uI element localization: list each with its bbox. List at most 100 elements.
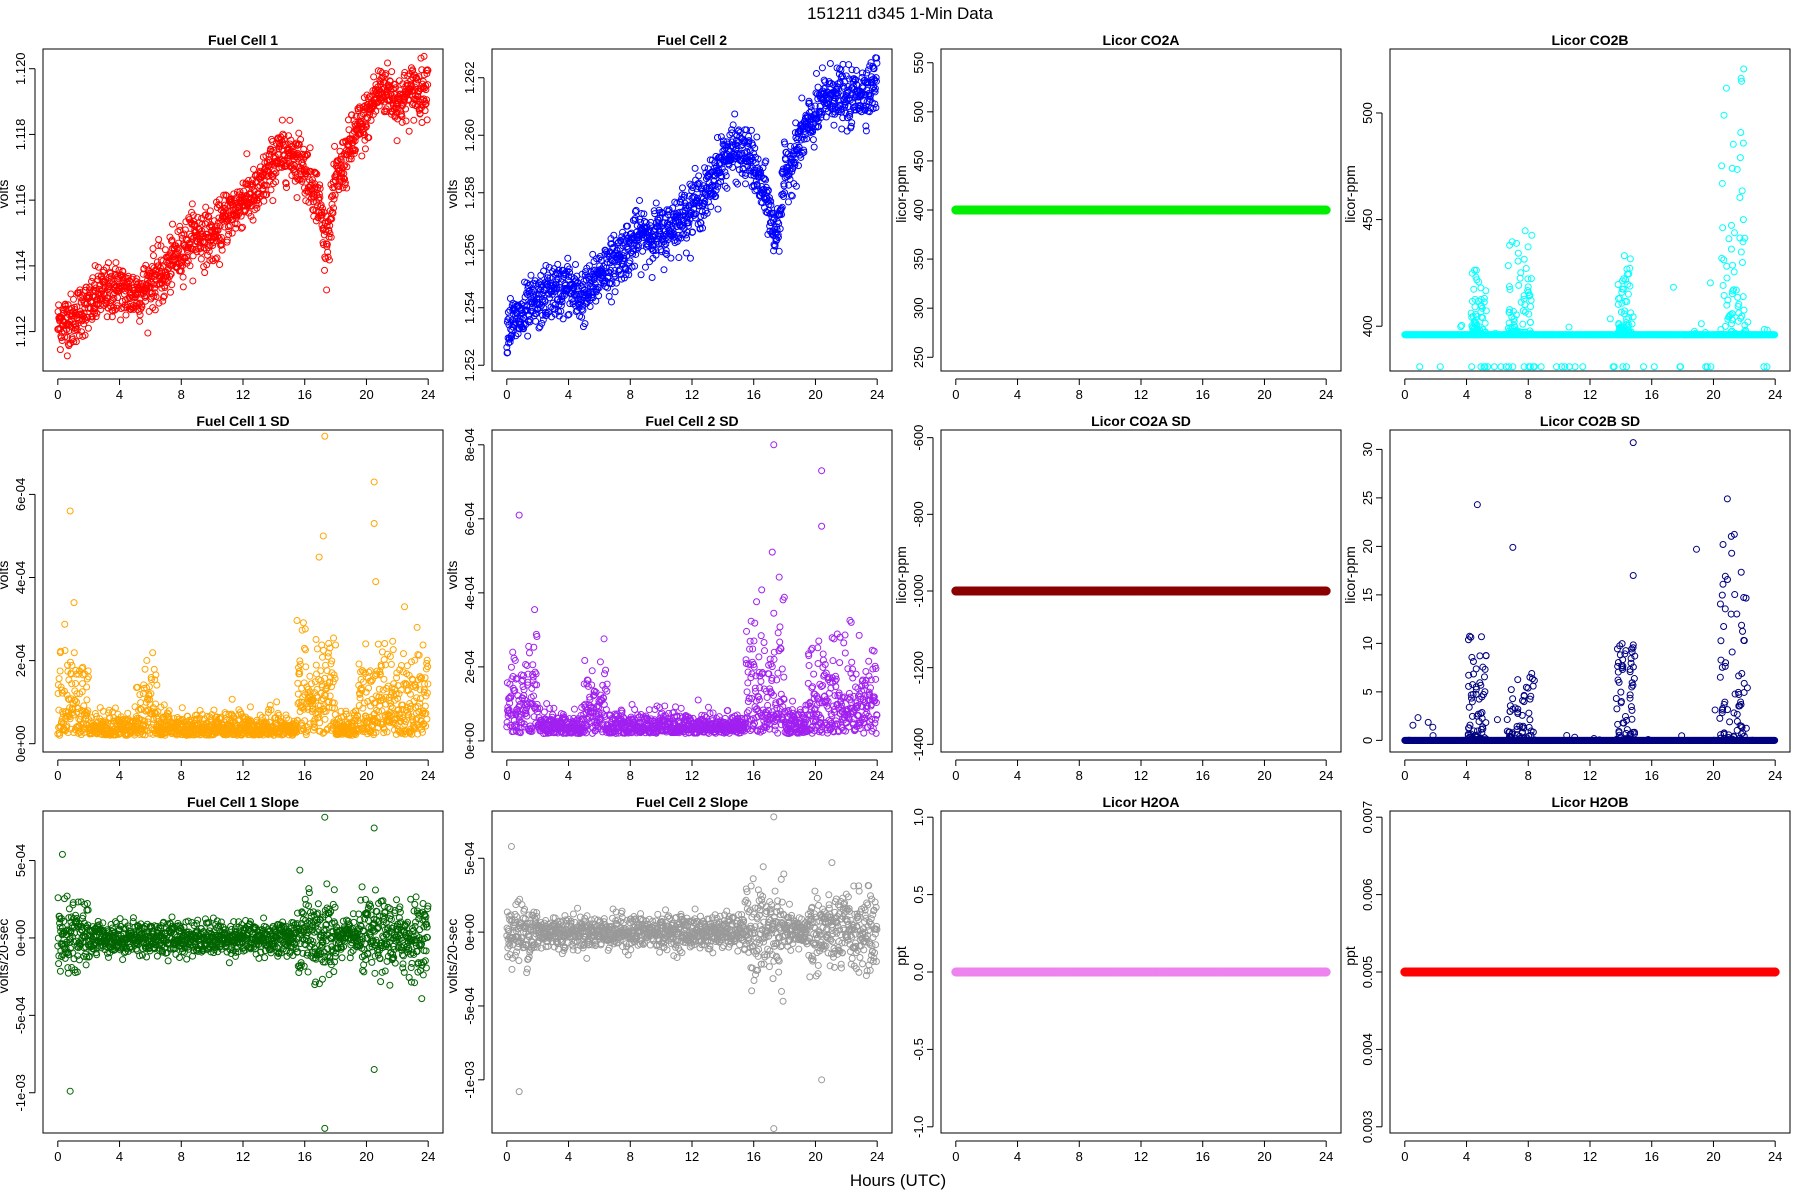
data-point (1517, 269, 1525, 277)
data-point (805, 99, 813, 107)
plot-frame (940, 48, 1342, 372)
data-point (398, 101, 406, 109)
data-point (1739, 238, 1747, 246)
data-point (578, 305, 586, 313)
data-point (335, 186, 343, 194)
data-point (780, 193, 788, 200)
data-point (1614, 300, 1622, 308)
data-point (1703, 363, 1711, 371)
data-point (1738, 187, 1746, 195)
x-tick-label: 4 (116, 768, 123, 783)
data-point (372, 107, 380, 115)
data-point (291, 162, 299, 170)
data-point (717, 172, 725, 180)
x-tick-label: 16 (1644, 387, 1658, 402)
data-point (1623, 265, 1631, 273)
data-point (152, 293, 160, 301)
y-axis-label: licor-ppm (1342, 165, 1358, 223)
data-point (55, 706, 63, 714)
data-point (55, 675, 63, 683)
data-point (1677, 363, 1685, 371)
plot-frame (42, 48, 444, 372)
data-point (678, 184, 686, 192)
data-point (514, 330, 522, 338)
data-point (658, 208, 666, 216)
data-points (503, 54, 881, 357)
data-point (794, 162, 802, 170)
data-point (189, 277, 197, 285)
data-point (63, 722, 71, 730)
x-tick-label: 8 (627, 387, 634, 402)
data-point (1744, 318, 1752, 326)
data-point (1526, 318, 1534, 326)
x-tick-label: 16 (1195, 387, 1209, 402)
data-point (313, 170, 321, 178)
data-point (784, 198, 792, 206)
data-point (57, 647, 65, 655)
data-point (1470, 324, 1478, 332)
data-point (151, 306, 159, 314)
data-point (625, 271, 633, 279)
data-point (1725, 312, 1733, 320)
y-axis-label: licor-ppm (893, 165, 909, 223)
data-point (797, 153, 805, 161)
data-point (1724, 296, 1732, 304)
data-point (78, 688, 86, 696)
data-point (72, 338, 80, 346)
data-point (662, 249, 670, 257)
data-point (686, 254, 694, 262)
panel-title: Licor CO2B (1551, 32, 1628, 48)
data-point (1497, 363, 1505, 371)
data-point (834, 89, 842, 97)
data-point (326, 230, 334, 238)
data-point (810, 143, 818, 151)
data-point (754, 155, 762, 163)
data-point (1504, 262, 1512, 270)
data-point (675, 254, 683, 262)
data-point (216, 261, 224, 269)
data-point (1561, 363, 1569, 371)
data-point (637, 271, 645, 279)
data-points (54, 52, 432, 360)
data-point (329, 192, 337, 200)
data-point (302, 152, 309, 160)
data-point (811, 102, 819, 110)
y-tick-label: 1.258 (462, 176, 477, 209)
data-point (391, 80, 399, 88)
data-point (72, 680, 80, 688)
data-point (780, 182, 788, 190)
x-tick-label: 16 (297, 387, 311, 402)
data-point (554, 260, 562, 268)
data-point (1738, 77, 1746, 85)
data-point (682, 249, 690, 257)
data-point (1741, 234, 1749, 242)
data-point (775, 247, 783, 255)
data-point (213, 222, 221, 230)
data-point (1720, 256, 1728, 264)
data-point (73, 708, 81, 716)
data-point (682, 202, 690, 210)
data-point (233, 220, 241, 228)
data-point (1729, 261, 1737, 269)
data-point (699, 224, 707, 232)
data-point (636, 196, 644, 204)
data-point (119, 268, 127, 276)
data-point (592, 297, 600, 305)
data-point (826, 59, 834, 67)
data-point (323, 240, 331, 248)
data-point (753, 182, 761, 190)
panel-fuel-cell-2: Fuel Cell 20 4 8 12 16 20 241.2521.2541.2561.2… (444, 32, 893, 402)
data-point (634, 244, 642, 252)
data-point (1474, 330, 1482, 338)
data-point (1734, 293, 1742, 301)
y-tick-label: 1.256 (462, 234, 477, 267)
data-point (167, 270, 175, 278)
data-point (320, 241, 327, 249)
data-point (631, 215, 639, 223)
data-point (103, 298, 111, 305)
data-point (767, 197, 775, 205)
data-point (405, 95, 413, 103)
